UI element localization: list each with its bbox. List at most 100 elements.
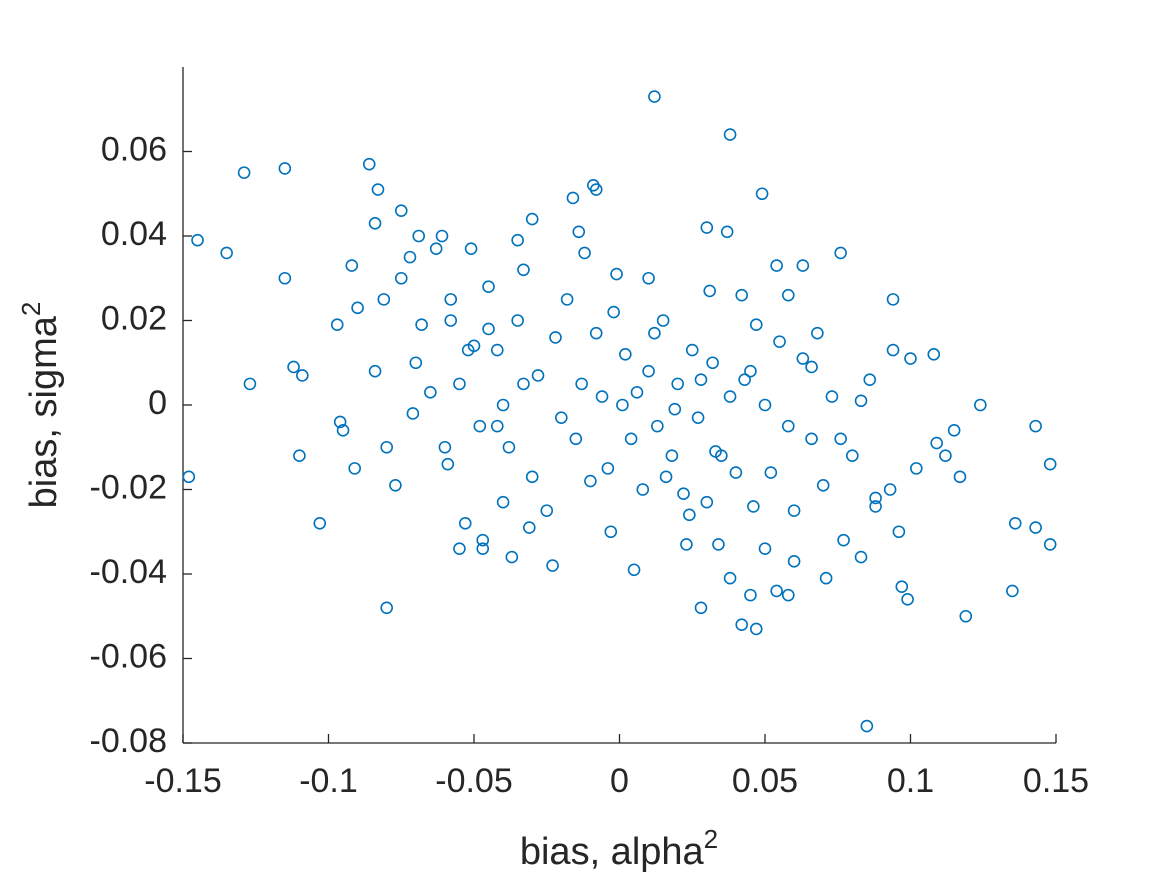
scatter-point (525, 212, 539, 226)
scatter-point (706, 356, 719, 370)
scatter-point (1043, 457, 1057, 471)
x-tick-label: 0.15 (1023, 762, 1089, 800)
scatter-point (191, 233, 204, 247)
scatter-point (1029, 521, 1042, 534)
scatter-point (680, 538, 693, 551)
scatter-point (616, 398, 629, 412)
scatter-point (1043, 538, 1057, 551)
scatter-point (368, 217, 382, 230)
scatter-point (540, 504, 554, 517)
scatter-point (444, 293, 458, 306)
scatter-point (330, 318, 344, 332)
scatter-point (496, 495, 510, 509)
scatter-point (517, 377, 530, 391)
scatter-point (243, 377, 257, 391)
scatter-point (313, 516, 327, 530)
scatter-point (694, 601, 708, 615)
scatter-point (362, 157, 376, 171)
scatter-point (781, 288, 795, 302)
x-tick-label: 0.1 (887, 762, 934, 800)
scatter-point (648, 90, 661, 103)
scatter-point (659, 470, 673, 484)
scatter-point (444, 314, 458, 327)
x-axis-label: bias, alpha2 (520, 824, 718, 873)
scatter-point (781, 588, 795, 602)
x-tick-label: -0.05 (435, 762, 513, 800)
scatter-point (490, 343, 504, 357)
scatter-point (787, 555, 801, 568)
scatter-point (744, 588, 757, 602)
scatter-point (758, 398, 772, 412)
scatter-point (886, 343, 900, 357)
scatter-point (336, 424, 350, 437)
scatter-point (892, 525, 906, 539)
scatter-point (953, 470, 967, 484)
scatter-point (811, 326, 824, 340)
scatter-point (604, 525, 618, 539)
scatter-point (860, 719, 874, 733)
scatter-point (546, 559, 559, 572)
scatter-point (368, 364, 382, 378)
scatter-point (796, 259, 810, 272)
scatter-point (394, 204, 408, 217)
scatter-point (461, 343, 475, 357)
scatter-point (1029, 419, 1042, 433)
scatter-point (642, 364, 655, 378)
scatter-point (930, 436, 943, 450)
x-tick-label: 0 (610, 762, 629, 800)
scatter-point (572, 225, 586, 239)
scatter-point (627, 563, 641, 577)
scatter-point (723, 571, 737, 585)
scatter-point (464, 242, 478, 255)
scatter-point (607, 305, 620, 319)
scatter-point (517, 263, 530, 277)
scatter-point (380, 601, 394, 615)
scatter-point (755, 187, 769, 201)
scatter-point (490, 419, 504, 433)
scatter-point (805, 432, 818, 446)
scatter-point (511, 314, 524, 327)
scatter-point (712, 538, 725, 551)
scatter-point (703, 284, 717, 298)
scatter-point (854, 394, 868, 408)
scatter-point (525, 470, 539, 484)
scatter-point (394, 271, 408, 285)
scatter-point (819, 571, 833, 585)
scatter-point (886, 293, 900, 306)
scatter-point (845, 449, 859, 463)
scatter-point (770, 584, 783, 598)
scatter-point (624, 432, 638, 446)
scatter-point (575, 377, 588, 391)
x-tick-label: 0.05 (732, 762, 798, 800)
scatter-point (700, 495, 714, 509)
scatter-point (974, 398, 987, 412)
scatter-point (502, 440, 516, 454)
scatter-point (651, 419, 664, 433)
scatter-point (278, 162, 292, 175)
scatter-point (854, 550, 868, 564)
scatter-point (406, 407, 420, 420)
scatter-point (403, 250, 417, 264)
scatter-point (287, 360, 300, 374)
scatter-point (237, 166, 251, 179)
scatter-point (770, 259, 783, 272)
scatter-point (584, 474, 597, 488)
scatter-point (729, 466, 743, 479)
scatter-point (947, 424, 961, 437)
y-axis-label: bias, sigma2 (16, 302, 65, 509)
scatter-point (764, 466, 778, 479)
scatter-point (816, 478, 830, 492)
scatter-point (683, 508, 696, 522)
y-tick-label: 0 (148, 384, 167, 422)
scatter-point (589, 183, 603, 196)
scatter-point (781, 419, 795, 433)
scatter-point (549, 331, 562, 344)
scatter-point (569, 432, 583, 446)
scatter-point (345, 259, 359, 272)
scatter-point (747, 500, 760, 513)
scatter-point (377, 293, 391, 306)
scatter-point (476, 533, 490, 547)
y-tick-label: 0.02 (101, 299, 167, 337)
